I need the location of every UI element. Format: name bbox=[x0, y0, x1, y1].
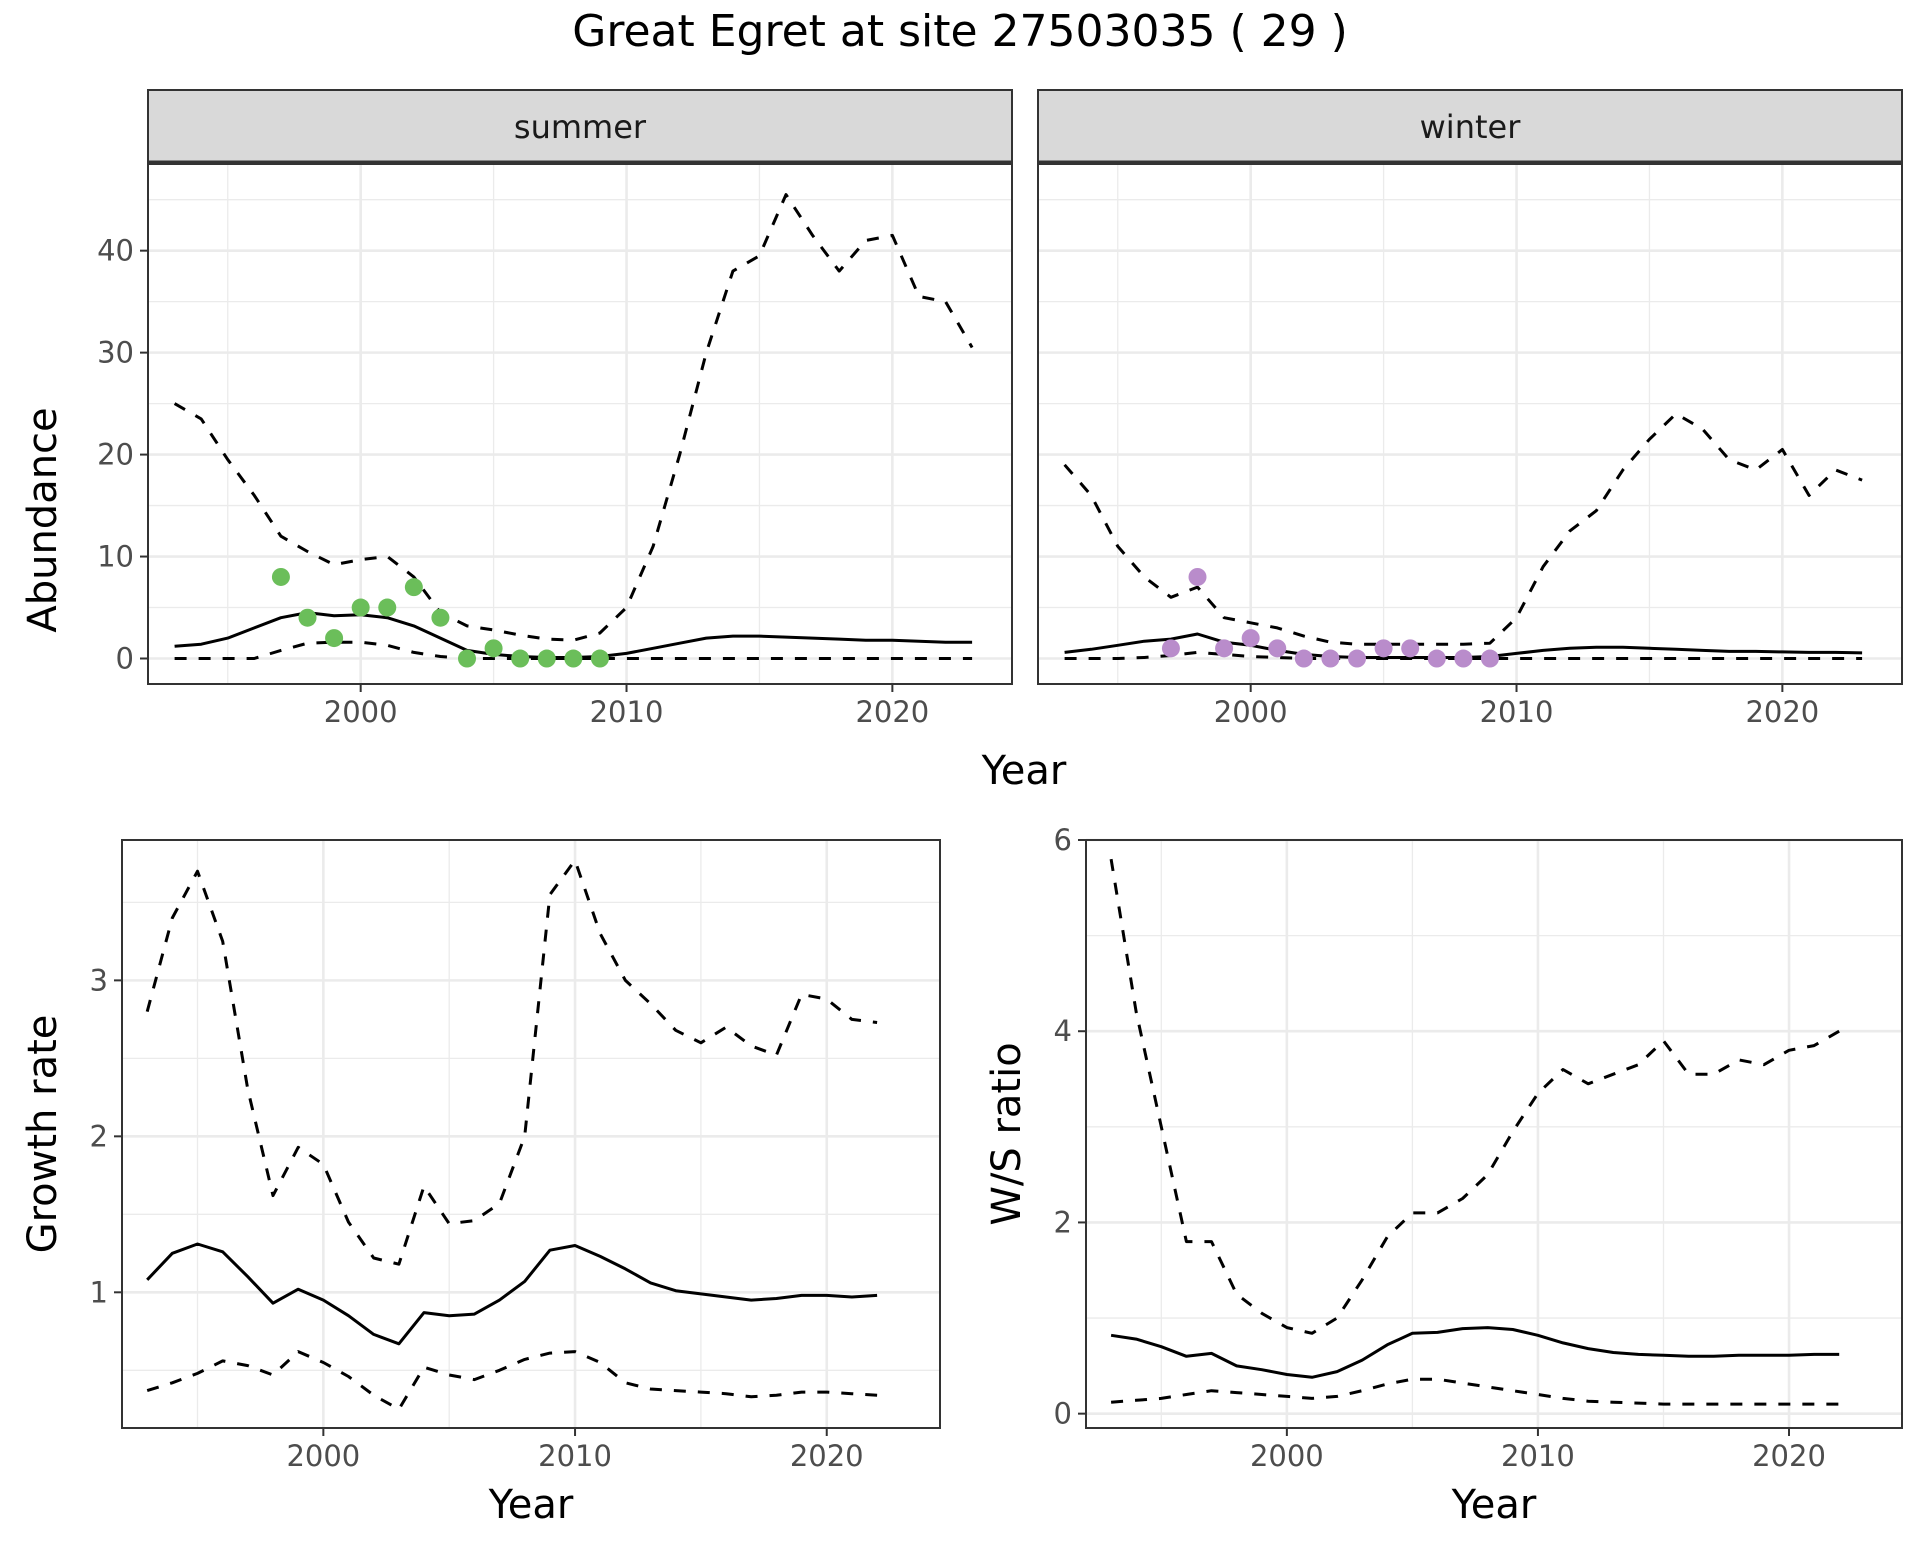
panel-background bbox=[1038, 164, 1902, 684]
y-tick-label: 4 bbox=[1054, 1014, 1072, 1048]
series-line-upper bbox=[1109, 858, 1840, 1335]
panel-border bbox=[147, 163, 1013, 685]
y-tick-label: 6 bbox=[1054, 823, 1072, 857]
data-point bbox=[1374, 639, 1393, 658]
x-tick-label: 2010 bbox=[538, 1439, 612, 1473]
x-axis-title-top: Year bbox=[981, 748, 1067, 794]
y-tick-label: 2 bbox=[90, 1119, 108, 1153]
y-axis-title-abundance: Abundance bbox=[20, 407, 66, 632]
data-point bbox=[404, 578, 423, 597]
x-tick-label: 2020 bbox=[1745, 695, 1819, 729]
data-point bbox=[378, 598, 397, 617]
data-point bbox=[325, 629, 344, 648]
data-point bbox=[1188, 567, 1207, 586]
data-point bbox=[564, 649, 583, 668]
data-point bbox=[458, 649, 477, 668]
series-line-upper bbox=[1063, 412, 1863, 646]
panel-background bbox=[148, 164, 1012, 684]
panel-background bbox=[1086, 840, 1902, 1428]
series-line-upper bbox=[145, 858, 878, 1266]
y-tick-label: 3 bbox=[90, 963, 108, 997]
y-axis-title-growth: Growth rate bbox=[20, 1015, 66, 1254]
x-tick-label: 2020 bbox=[790, 1439, 864, 1473]
series-line-lower bbox=[146, 1350, 878, 1411]
x-tick-label: 2000 bbox=[1250, 1439, 1324, 1473]
y-axis-title-ratio: W/S ratio bbox=[984, 1042, 1030, 1225]
data-point bbox=[1454, 649, 1473, 668]
data-point bbox=[1427, 649, 1446, 668]
y-tick-label: 2 bbox=[1054, 1205, 1072, 1239]
data-point bbox=[1348, 649, 1367, 668]
panel-background bbox=[122, 840, 940, 1428]
panel-winter: winter 2000 2010 2020 bbox=[1037, 89, 1903, 729]
figure-title: Great Egret at site 27503035 ( 29 ) bbox=[572, 6, 1348, 57]
y-tick-label: 1 bbox=[90, 1275, 108, 1309]
data-point bbox=[298, 608, 317, 627]
data-point bbox=[351, 598, 370, 617]
strip-label-winter: winter bbox=[1420, 108, 1522, 146]
data-point bbox=[1480, 649, 1499, 668]
panel-ratio: 2000 2010 2020 0 2 4 6 Year W/S ratio bbox=[984, 823, 1903, 1528]
y-tick-label: 30 bbox=[97, 336, 134, 370]
data-point bbox=[590, 649, 609, 668]
panel-summer: summer 2000 2010 2020 0 10 20 30 40 bbox=[97, 89, 1013, 729]
y-tick-label: 0 bbox=[1054, 1397, 1072, 1431]
x-tick-label: 2000 bbox=[1214, 695, 1288, 729]
series-line-upper bbox=[173, 193, 974, 642]
panel-border bbox=[121, 839, 941, 1429]
x-tick-label: 2020 bbox=[855, 695, 929, 729]
panel-border bbox=[1085, 839, 1903, 1429]
data-point bbox=[1321, 649, 1340, 668]
x-tick-label: 2020 bbox=[1752, 1439, 1826, 1473]
data-point bbox=[1294, 649, 1313, 668]
series-line-estimate bbox=[146, 1242, 878, 1346]
series-line-estimate bbox=[1110, 1326, 1840, 1379]
x-tick-label: 2000 bbox=[286, 1439, 360, 1473]
x-tick-label: 2010 bbox=[1480, 695, 1554, 729]
y-tick-label: 20 bbox=[97, 438, 134, 472]
data-point bbox=[537, 649, 556, 668]
data-point bbox=[1241, 629, 1260, 648]
strip-label-summer: summer bbox=[514, 108, 647, 146]
series-line-lower bbox=[1110, 1377, 1840, 1406]
x-tick-label: 2010 bbox=[590, 695, 664, 729]
data-point bbox=[1161, 639, 1180, 658]
data-point bbox=[511, 649, 530, 668]
y-tick-label: 10 bbox=[97, 540, 134, 574]
panel-border bbox=[1037, 163, 1903, 685]
data-point bbox=[431, 608, 450, 627]
data-point bbox=[484, 639, 503, 658]
data-point bbox=[1268, 639, 1287, 658]
data-point bbox=[271, 567, 290, 586]
strip-background bbox=[147, 89, 1013, 163]
panel-growth: 2000 2010 2020 1 2 3 Year Growth rate bbox=[20, 839, 941, 1528]
data-point bbox=[1215, 639, 1234, 658]
x-tick-label: 2010 bbox=[1501, 1439, 1575, 1473]
strip-background bbox=[1037, 89, 1903, 163]
y-tick-label: 0 bbox=[116, 642, 134, 676]
x-axis-title-ratio: Year bbox=[1451, 1482, 1537, 1528]
x-tick-label: 2000 bbox=[324, 695, 398, 729]
data-point bbox=[1401, 639, 1420, 658]
y-tick-label: 40 bbox=[97, 234, 134, 268]
x-axis-title-growth: Year bbox=[488, 1482, 574, 1528]
